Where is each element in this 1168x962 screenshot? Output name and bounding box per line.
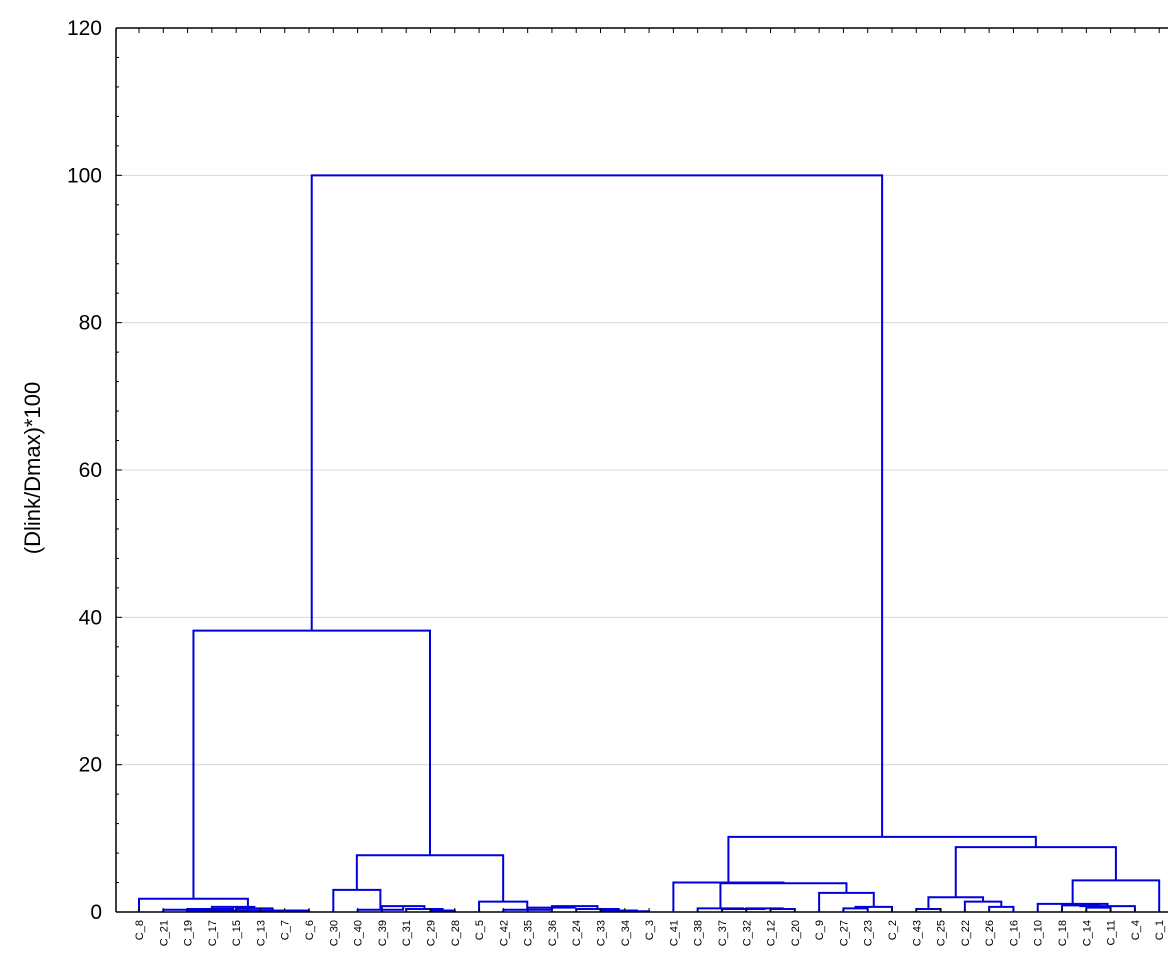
x-tick-label: C_29 [425, 920, 437, 946]
y-tick-label: 80 [79, 312, 102, 335]
x-tick-label: C_25 [936, 920, 948, 946]
dendrogram-link [818, 891, 875, 912]
dendrogram-link [988, 905, 1015, 912]
y-axis-label: (Dlink/Dmax)*100 [20, 382, 45, 554]
y-tick-labels: 0 20 40 60 80 100 120 [67, 17, 102, 924]
x-tick-label: C_18 [1057, 920, 1069, 946]
dendrogram-link [963, 900, 1003, 912]
y-tick-label: 120 [67, 17, 102, 40]
x-tick-label: C_40 [353, 920, 365, 946]
x-tick-label: C_23 [863, 920, 875, 946]
x-tick-label: C_30 [328, 920, 340, 946]
x-tick-label: C_36 [547, 920, 559, 946]
y-tick-label: 40 [79, 606, 102, 629]
x-tick-label: C_42 [498, 920, 510, 946]
x-tick-label: C_43 [911, 920, 923, 946]
dendrogram-link [310, 174, 884, 837]
x-tick-label: C_24 [571, 920, 583, 946]
x-tick-label: C_37 [717, 920, 729, 946]
x-tick-label: C_7 [280, 920, 292, 940]
x-tick-label: C_9 [814, 920, 826, 940]
x-tick-label: C_20 [790, 920, 802, 946]
x-tick-label: C_33 [596, 920, 608, 946]
x-tick-label: C_14 [1081, 920, 1093, 946]
y-tick-label: 60 [79, 459, 102, 482]
x-tick-label: C_31 [401, 920, 413, 946]
x-tick-label: C_11 [1106, 920, 1118, 945]
y-tick-label: 100 [67, 164, 102, 187]
x-tick-label: C_15 [231, 920, 243, 946]
x-tick-label: C_34 [620, 920, 632, 946]
x-tick-label: C_17 [207, 920, 219, 946]
x-tick-label: C_8 [134, 920, 146, 940]
x-tick-label: C_1 [1154, 920, 1166, 940]
x-tick-label: C_3 [644, 920, 656, 940]
x-tick-label: C_35 [523, 920, 535, 946]
dendrogram-link [954, 846, 1117, 898]
x-tick-label: C_39 [377, 920, 389, 946]
x-tick-label: C_6 [304, 920, 316, 940]
x-tick-label: C_10 [1033, 920, 1045, 946]
y-tick-label: 20 [79, 754, 102, 777]
dendrogram-link [727, 835, 1037, 883]
grid-lines [116, 27, 1168, 766]
x-tick-label: C_32 [741, 920, 753, 946]
x-tick-label: C_41 [668, 920, 680, 946]
x-tick-labels: C_8 C_21 C_19 C_17 C_15 C_13 C_7 C_6 C_30 C_40 C_3… [134, 920, 1166, 946]
x-tick-label: C_13 [255, 920, 267, 946]
dendrogram-link [1036, 902, 1109, 912]
x-tick-label: C_21 [158, 920, 170, 946]
x-tick-label: C_27 [838, 920, 850, 946]
x-tick-label: C_28 [450, 920, 462, 946]
dendrogram-link [355, 854, 505, 902]
x-tick-label: C_16 [1008, 920, 1020, 946]
dendrogram-link [1079, 905, 1136, 912]
x-tick-label: C_38 [693, 920, 705, 946]
dendrogram-link [927, 896, 985, 910]
x-tick-label: C_12 [766, 920, 778, 946]
dendrogram-link [478, 900, 529, 912]
dendrogram-links [138, 174, 1161, 913]
dendrogram-link [332, 888, 382, 912]
dendrogram-link [719, 882, 848, 909]
dendrogram-link [854, 905, 893, 912]
x-tick-label: C_22 [960, 920, 972, 946]
x-tick-label: C_26 [984, 920, 996, 946]
y-tick-label: 0 [90, 901, 102, 924]
x-tick-label: C_5 [474, 920, 486, 940]
x-tick-label: C_2 [887, 920, 899, 940]
x-tick-label: C_19 [183, 920, 195, 946]
axes [115, 27, 1168, 913]
x-tick-label: C_4 [1130, 920, 1142, 940]
